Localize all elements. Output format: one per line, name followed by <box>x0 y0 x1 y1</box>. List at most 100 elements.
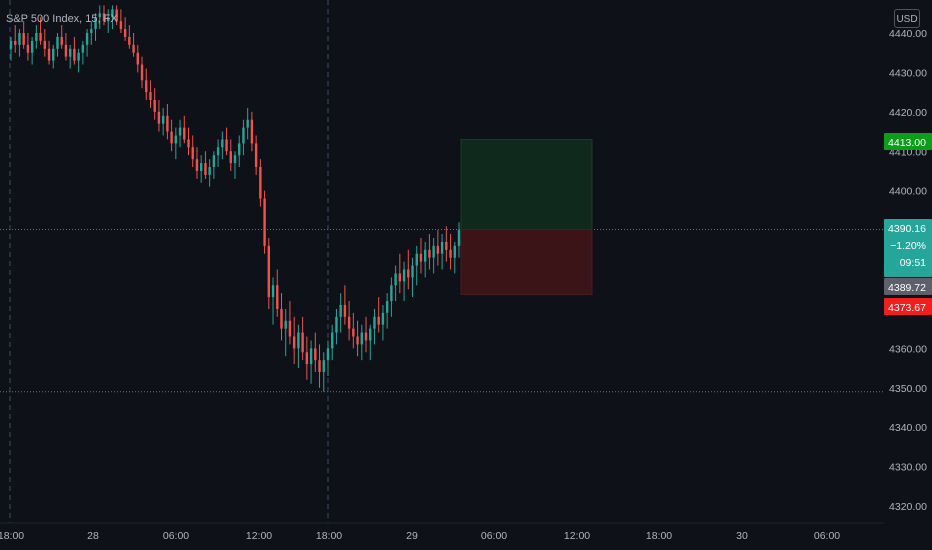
candle-body <box>318 360 321 372</box>
candle-body <box>60 36 63 45</box>
candle-body <box>432 245 435 258</box>
candle-body <box>229 151 232 164</box>
candle-body <box>30 40 34 53</box>
candle-body <box>373 316 376 329</box>
candle-body <box>440 241 444 254</box>
candle-body <box>242 127 245 144</box>
position-profit-zone[interactable] <box>460 138 593 230</box>
time-tick-label: 18:00 <box>0 530 24 542</box>
price-label-text: −1.20% <box>890 240 926 252</box>
price-label-prev-close <box>884 278 932 295</box>
currency-button[interactable]: USD <box>894 9 920 28</box>
candle-body <box>26 44 30 53</box>
candle-body <box>314 348 317 361</box>
candle-body <box>178 127 182 136</box>
candle-body <box>216 147 220 156</box>
candle-body <box>166 115 169 132</box>
price-tick-label: 4360.00 <box>889 343 927 355</box>
candle-body <box>199 163 203 171</box>
time-tick-label: 18:00 <box>646 530 672 542</box>
candle-body <box>9 40 13 49</box>
candle-body <box>415 253 418 266</box>
candle-body <box>305 352 309 365</box>
candle-body <box>411 265 414 278</box>
price-tick-label: 4420.00 <box>889 107 927 119</box>
time-tick-label: 12:00 <box>246 530 272 542</box>
candle-body <box>263 198 266 246</box>
time-tick-label: 06:00 <box>481 530 507 542</box>
candle-body <box>73 48 76 61</box>
candle-body <box>356 336 359 345</box>
candle-body <box>322 360 325 372</box>
candle-body <box>204 163 207 175</box>
candle-body <box>453 245 456 258</box>
price-tick-label: 4320.00 <box>889 501 927 513</box>
candle-body <box>445 241 448 250</box>
price-tick-label: 4430.00 <box>889 67 927 79</box>
candle-body <box>85 33 89 45</box>
candle-body <box>364 332 368 341</box>
candle-body <box>301 332 304 353</box>
candle-body <box>77 52 80 61</box>
candle-body <box>390 285 393 302</box>
candle-body <box>195 159 199 171</box>
candle-body <box>259 167 262 199</box>
candle-body <box>398 273 402 282</box>
candle-body <box>369 328 372 341</box>
candle-body <box>326 348 330 361</box>
candle-body <box>309 348 313 365</box>
candle-body <box>161 115 165 124</box>
candle-body <box>157 111 161 124</box>
candle-body <box>271 285 275 298</box>
time-tick-label: 28 <box>87 530 99 542</box>
candle-body <box>56 36 59 49</box>
candle-body <box>39 33 42 41</box>
candle-body <box>297 332 300 349</box>
price-tick-label: 4400.00 <box>889 186 927 198</box>
time-tick-label: 06:00 <box>163 530 189 542</box>
price-tick-label: 4350.00 <box>889 383 927 395</box>
price-tick-label: 4340.00 <box>889 422 927 434</box>
time-tick-label: 29 <box>406 530 418 542</box>
candle-body <box>238 143 241 156</box>
candle-body <box>254 143 258 168</box>
price-label-target <box>884 133 932 150</box>
candle-body <box>115 9 118 22</box>
candle-body <box>407 269 410 278</box>
candle-body <box>233 155 237 164</box>
candle-body <box>98 13 101 18</box>
candle-body <box>187 139 190 148</box>
symbol-legend[interactable]: S&P 500 Index, 15, FX <box>6 13 118 25</box>
candle-body <box>419 253 423 262</box>
price-tick-label: 4330.00 <box>889 462 927 474</box>
candle-body <box>136 52 139 65</box>
price-tick-label: 4440.00 <box>889 28 927 40</box>
candle-body <box>191 147 194 160</box>
time-tick-label: 06:00 <box>814 530 840 542</box>
candle-body <box>153 100 156 112</box>
candle-body <box>385 301 389 313</box>
price-label-last <box>884 219 932 277</box>
candle-body <box>183 127 186 140</box>
candle-body <box>43 40 47 49</box>
candle-body <box>18 33 21 45</box>
candle-body <box>428 249 431 258</box>
candle-body <box>35 33 38 41</box>
candle-body <box>377 316 380 325</box>
position-loss-zone[interactable] <box>460 228 593 295</box>
price-label-text: 4389.72 <box>888 282 926 294</box>
candle-body <box>246 119 249 128</box>
candle-body <box>90 29 93 33</box>
candle-body <box>111 9 114 18</box>
candle-body <box>64 44 68 57</box>
candle-body <box>343 304 347 317</box>
candle-body <box>225 139 228 152</box>
candle-body <box>119 21 123 30</box>
candle-body <box>292 336 296 349</box>
candle-body <box>284 320 287 329</box>
candle-body <box>145 80 148 93</box>
candle-body <box>280 308 283 329</box>
time-tick-label: 18:00 <box>316 530 342 542</box>
candle-body <box>276 285 279 309</box>
